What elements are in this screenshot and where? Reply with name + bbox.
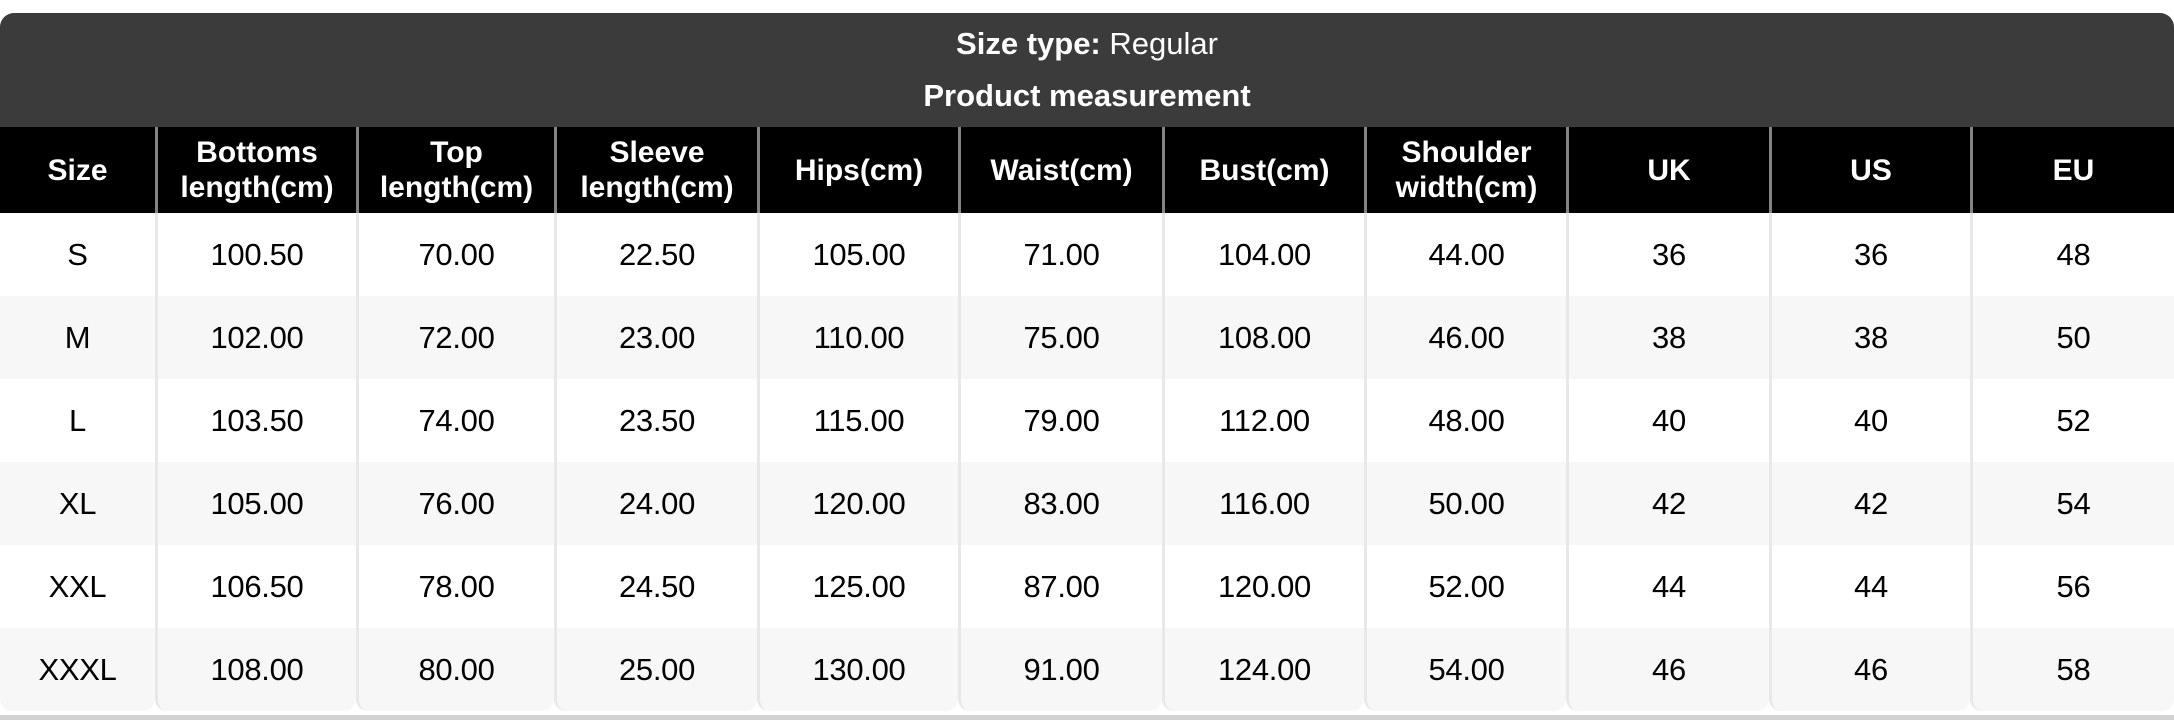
table-header-row: Size Bottoms length(cm) Top length(cm) S… <box>0 127 2174 213</box>
table-cell: 130.00 <box>757 628 958 711</box>
size-label-cell: L <box>0 379 155 462</box>
table-cell: 44 <box>1769 545 1970 628</box>
table-cell: 50.00 <box>1364 462 1566 545</box>
table-cell: 87.00 <box>958 545 1162 628</box>
table-cell: 70.00 <box>356 213 554 296</box>
table-cell: 54 <box>1970 462 2174 545</box>
table-cell: 105.00 <box>757 213 958 296</box>
table-row-m: M 102.00 72.00 23.00 110.00 75.00 108.00… <box>0 296 2174 379</box>
product-measurement-title: Product measurement <box>923 78 1251 113</box>
size-label-cell: S <box>0 213 155 296</box>
table-cell: 112.00 <box>1162 379 1364 462</box>
table-cell: 115.00 <box>757 379 958 462</box>
size-type-value: Regular <box>1109 26 1218 61</box>
size-type-line: Size type: Regular <box>956 26 1218 62</box>
table-cell: 108.00 <box>155 628 356 711</box>
table-cell: 42 <box>1769 462 1970 545</box>
size-label-cell: M <box>0 296 155 379</box>
table-cell: 40 <box>1566 379 1769 462</box>
table-row-l: L 103.50 74.00 23.50 115.00 79.00 112.00… <box>0 379 2174 462</box>
col-header-top-length: Top length(cm) <box>356 127 554 213</box>
table-cell: 40 <box>1769 379 1970 462</box>
table-cell: 23.00 <box>554 296 757 379</box>
table-cell: 38 <box>1769 296 1970 379</box>
table-cell: 108.00 <box>1162 296 1364 379</box>
table-cell: 50 <box>1970 296 2174 379</box>
bottom-divider <box>0 715 2174 720</box>
table-row-s: S 100.50 70.00 22.50 105.00 71.00 104.00… <box>0 213 2174 296</box>
size-type-label: Size type: <box>956 26 1101 61</box>
table-cell: 44.00 <box>1364 213 1566 296</box>
table-row-xxl: XXL 106.50 78.00 24.50 125.00 87.00 120.… <box>0 545 2174 628</box>
table-cell: 116.00 <box>1162 462 1364 545</box>
table-cell: 56 <box>1970 545 2174 628</box>
table-cell: 58 <box>1970 628 2174 711</box>
table-cell: 103.50 <box>155 379 356 462</box>
table-cell: 24.50 <box>554 545 757 628</box>
table-cell: 125.00 <box>757 545 958 628</box>
table-cell: 71.00 <box>958 213 1162 296</box>
table-cell: 52 <box>1970 379 2174 462</box>
size-label-cell: XXXL <box>0 628 155 711</box>
table-cell: 48.00 <box>1364 379 1566 462</box>
table-cell: 24.00 <box>554 462 757 545</box>
table-cell: 23.50 <box>554 379 757 462</box>
table-cell: 106.50 <box>155 545 356 628</box>
table-cell: 80.00 <box>356 628 554 711</box>
col-header-hips: Hips(cm) <box>757 127 958 213</box>
table-cell: 104.00 <box>1162 213 1364 296</box>
table-cell: 124.00 <box>1162 628 1364 711</box>
table-cell: 102.00 <box>155 296 356 379</box>
col-header-shoulder-width: Shoulder width(cm) <box>1364 127 1566 213</box>
col-header-uk: UK <box>1566 127 1769 213</box>
table-cell: 46 <box>1566 628 1769 711</box>
table-cell: 120.00 <box>1162 545 1364 628</box>
col-header-us: US <box>1769 127 1970 213</box>
table-cell: 74.00 <box>356 379 554 462</box>
table-cell: 25.00 <box>554 628 757 711</box>
size-label-cell: XXL <box>0 545 155 628</box>
col-header-eu: EU <box>1970 127 2174 213</box>
col-header-size: Size <box>0 127 155 213</box>
table-cell: 46 <box>1769 628 1970 711</box>
table-cell: 38 <box>1566 296 1769 379</box>
size-label-cell: XL <box>0 462 155 545</box>
table-cell: 46.00 <box>1364 296 1566 379</box>
size-chart-titlebar: Size type: Regular Product measurement <box>0 13 2174 127</box>
table-cell: 72.00 <box>356 296 554 379</box>
table-cell: 75.00 <box>958 296 1162 379</box>
col-header-bust: Bust(cm) <box>1162 127 1364 213</box>
table-cell: 42 <box>1566 462 1769 545</box>
table-cell: 36 <box>1769 213 1970 296</box>
table-cell: 78.00 <box>356 545 554 628</box>
col-header-sleeve-length: Sleeve length(cm) <box>554 127 757 213</box>
table-cell: 76.00 <box>356 462 554 545</box>
table-row-xl: XL 105.00 76.00 24.00 120.00 83.00 116.0… <box>0 462 2174 545</box>
size-measurement-table: Size Bottoms length(cm) Top length(cm) S… <box>0 127 2174 711</box>
table-cell: 52.00 <box>1364 545 1566 628</box>
table-cell: 54.00 <box>1364 628 1566 711</box>
col-header-bottoms-length: Bottoms length(cm) <box>155 127 356 213</box>
table-cell: 48 <box>1970 213 2174 296</box>
table-cell: 44 <box>1566 545 1769 628</box>
table-cell: 36 <box>1566 213 1769 296</box>
table-cell: 110.00 <box>757 296 958 379</box>
table-cell: 22.50 <box>554 213 757 296</box>
table-cell: 83.00 <box>958 462 1162 545</box>
table-row-xxxl: XXXL 108.00 80.00 25.00 130.00 91.00 124… <box>0 628 2174 711</box>
table-cell: 79.00 <box>958 379 1162 462</box>
col-header-waist: Waist(cm) <box>958 127 1162 213</box>
table-cell: 105.00 <box>155 462 356 545</box>
table-cell: 100.50 <box>155 213 356 296</box>
table-cell: 120.00 <box>757 462 958 545</box>
table-cell: 91.00 <box>958 628 1162 711</box>
size-chart-panel: Size type: Regular Product measurement S… <box>0 13 2174 720</box>
